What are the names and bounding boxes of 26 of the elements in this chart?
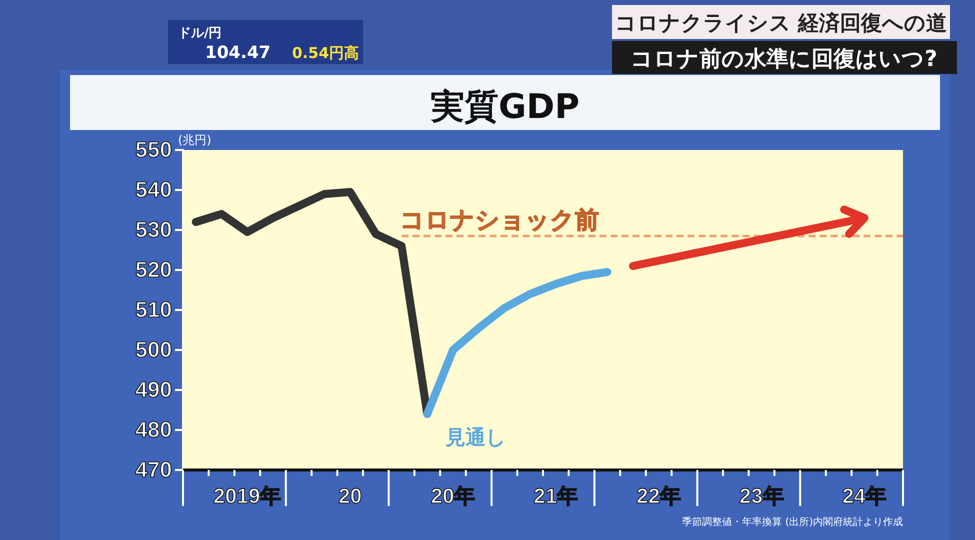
y-tick-label: 550 xyxy=(135,137,172,162)
y-tick-label: 540 xyxy=(135,177,172,202)
y-tick-label: 500 xyxy=(135,337,172,362)
text: コロナクライシス 経済回復への道 xyxy=(614,11,948,35)
text: コロナ前の水準に回復はいつ? xyxy=(630,47,938,72)
y-tick-label: 510 xyxy=(135,297,172,322)
chart-title: 実質GDP xyxy=(429,87,580,127)
text: ドル/円 xyxy=(178,26,222,41)
x-tick-label: 22年 xyxy=(636,484,681,508)
x-tick-label: 2019年 xyxy=(213,484,282,508)
text: 季節調整値・年率換算 (出所)内閣府統計より作成 xyxy=(682,516,903,528)
x-tick-label: 24年 xyxy=(842,484,887,508)
text: 104.47 xyxy=(205,43,271,63)
y-tick-label: 480 xyxy=(135,417,172,442)
ref-line-label: コロナショック前 xyxy=(400,206,599,234)
x-tick-label: 20 xyxy=(338,484,362,508)
text: 0.54円高 xyxy=(292,44,360,62)
x-tick-label: 20年 xyxy=(430,484,476,508)
y-tick-label: 520 xyxy=(135,257,172,282)
y-tick-label: 470 xyxy=(135,457,172,482)
x-tick-label: 23年 xyxy=(739,484,784,508)
x-tick-label: 21年 xyxy=(534,484,578,508)
series-label: 見通し xyxy=(444,425,506,449)
y-tick-label: 530 xyxy=(135,217,172,242)
y-tick-label: 490 xyxy=(135,377,172,402)
y-axis-title: (兆円) xyxy=(178,133,212,147)
